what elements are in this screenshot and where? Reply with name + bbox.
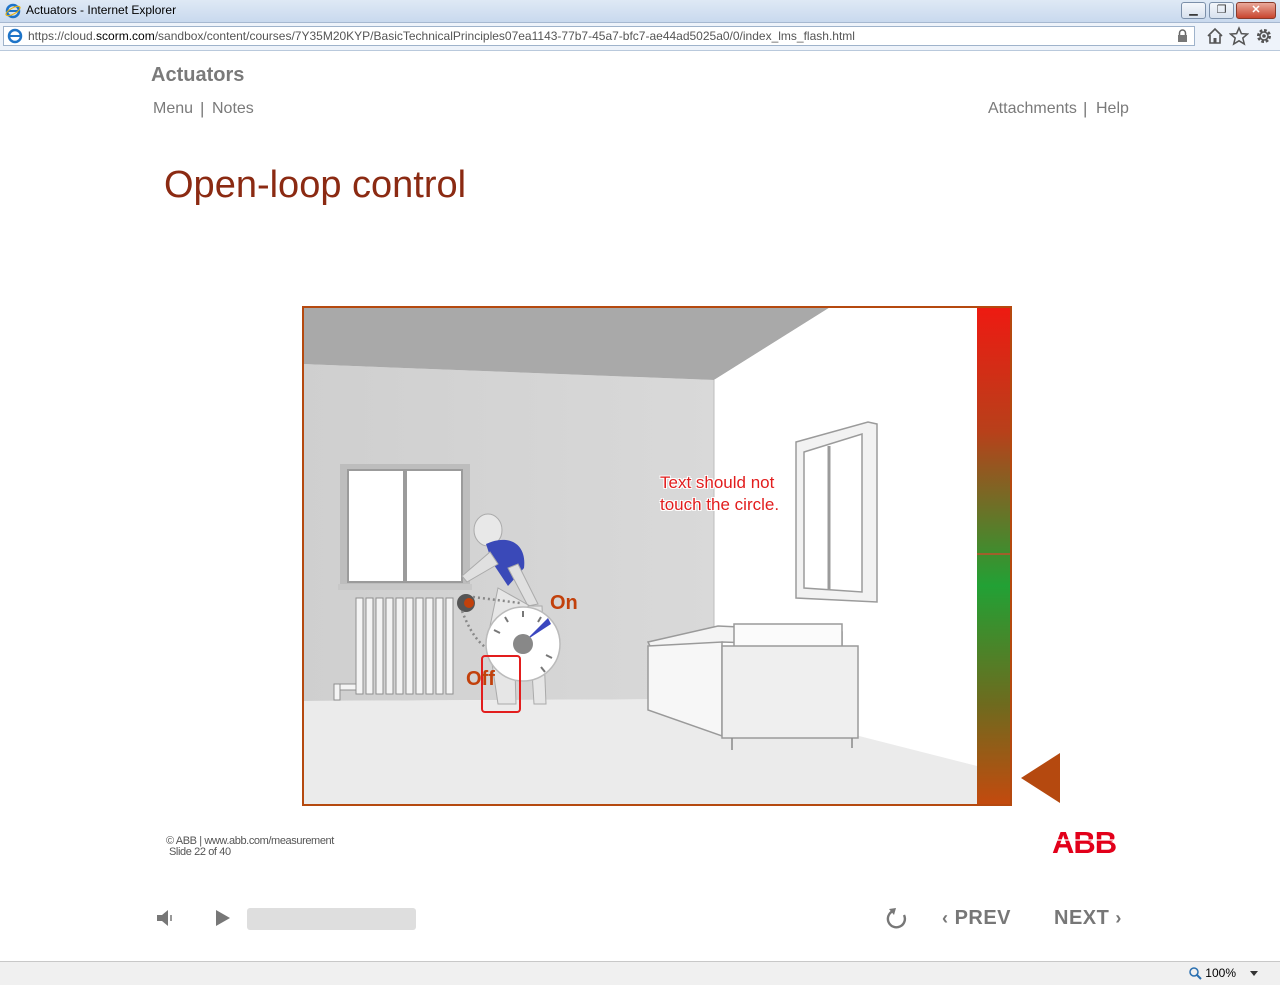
notes-link[interactable]: Notes (212, 100, 254, 117)
play-button[interactable] (214, 908, 232, 928)
copyright-text: © ABB | www.abb.com/measurement (166, 835, 334, 847)
menu-link[interactable]: Menu (153, 100, 194, 117)
window-title: Actuators - Internet Explorer (26, 3, 177, 17)
favorites-star-icon[interactable] (1229, 26, 1249, 46)
prev-label: PREV (954, 907, 1012, 929)
ie-page-icon (7, 28, 23, 44)
sofa (646, 623, 859, 750)
minimize-icon: ▁ (1189, 4, 1198, 16)
url-text: https://cloud.scorm.com/sandbox/content/… (28, 29, 855, 43)
home-icon[interactable] (1205, 26, 1225, 46)
next-button[interactable]: NEXT › (1054, 907, 1122, 930)
annotation-line: touch the circle. (660, 495, 780, 514)
ceiling (302, 306, 832, 380)
window-titlebar: Actuators - Internet Explorer ▁ ❐ ✕ (0, 0, 1280, 23)
right-window (795, 421, 878, 603)
attachments-link[interactable]: Attachments (988, 100, 1077, 117)
chevron-down-icon[interactable] (1250, 971, 1258, 976)
scene-frame (302, 306, 1012, 806)
restore-icon: ❐ (1216, 4, 1227, 16)
label-on: On (550, 592, 578, 614)
address-bar: https://cloud.scorm.com/sandbox/content/… (0, 23, 1280, 51)
nav-separator: | (1083, 99, 1088, 118)
open-loop-scene: On Off (302, 306, 1012, 806)
annotation-line: Text should not (660, 473, 775, 492)
zoom-level[interactable]: 100% (1205, 966, 1236, 980)
label-off: Off (466, 668, 495, 690)
url-field[interactable]: https://cloud.scorm.com/sandbox/content/… (3, 26, 1195, 46)
close-icon: ✕ (1251, 4, 1261, 16)
annotation-note: Text should not touch the circle. (660, 472, 779, 516)
slide-title: Open-loop control (164, 164, 467, 206)
left-window (338, 464, 472, 590)
radiator (333, 597, 454, 701)
slide-counter: Slide 22 of 40 (169, 846, 231, 858)
left-wall (302, 364, 714, 701)
volume-icon[interactable] (155, 908, 177, 928)
internet-explorer-icon (5, 3, 21, 19)
prev-button[interactable]: ‹ PREV (942, 907, 1011, 930)
temperature-bar (977, 307, 1011, 805)
restore-button[interactable]: ❐ (1209, 2, 1234, 19)
zoom-icon[interactable] (1188, 966, 1202, 980)
svg-text:ABB: ABB (1052, 826, 1116, 856)
minimize-button[interactable]: ▁ (1181, 2, 1206, 19)
abb-logo: ABB (1052, 826, 1124, 856)
course-title: Actuators (151, 64, 245, 86)
help-link[interactable]: Help (1096, 100, 1129, 117)
next-label: NEXT (1054, 907, 1110, 929)
level-pointer-icon (1021, 753, 1060, 803)
progress-bar[interactable] (247, 908, 416, 930)
nav-separator: | (200, 99, 205, 118)
chevron-left-icon: ‹ (942, 908, 949, 928)
gear-icon[interactable] (1254, 26, 1274, 46)
status-bar: 100% (0, 961, 1280, 985)
lock-icon[interactable] (1177, 29, 1188, 43)
close-button[interactable]: ✕ (1236, 2, 1276, 19)
chevron-right-icon: › (1115, 908, 1122, 928)
control-dial (485, 606, 561, 682)
replay-icon[interactable] (885, 906, 909, 930)
annotation-box (481, 655, 521, 713)
